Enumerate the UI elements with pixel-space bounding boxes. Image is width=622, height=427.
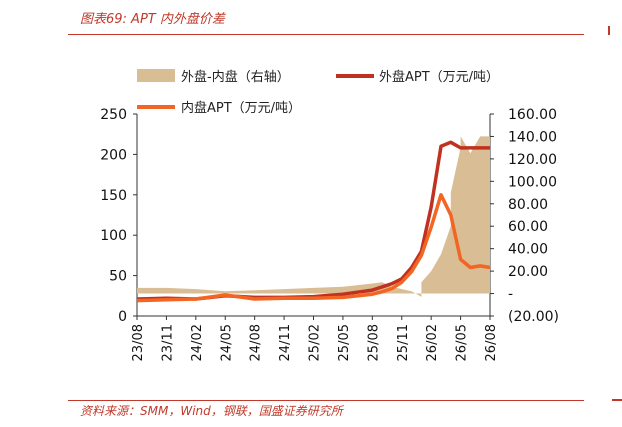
plot-area: 250 200 150 100 50 0 160.00 140.00 120.00 100.00 8… (100, 107, 559, 361)
y-right-tick-label: 60.00 (508, 219, 548, 235)
y-right-tick-label: - (508, 287, 513, 303)
y-left-tick-label: 100 (100, 228, 127, 244)
series-area-spread (137, 136, 490, 297)
y-left-tick-label: 250 (100, 107, 127, 123)
edge-mark-top (608, 26, 610, 35)
y-right-tick-label: 20.00 (508, 264, 548, 280)
x-tick-label: 24/05 (219, 324, 234, 361)
x-tick-label: 23/11 (160, 324, 175, 361)
edge-mark-bottom (612, 399, 622, 401)
top-rule (68, 34, 584, 35)
x-tick-label: 25/05 (337, 324, 352, 361)
legend-swatch-spread (137, 69, 175, 82)
y-left-tick-label: 200 (100, 147, 127, 163)
series-line-internal (136, 193, 491, 303)
legend-label-spread: 外盘-内盘（右轴） (181, 69, 290, 85)
x-tick-label: 26/05 (455, 324, 470, 361)
x-tick-label: 26/02 (425, 324, 440, 361)
x-tick-label: 23/08 (131, 324, 146, 361)
x-tick-label: 24/11 (278, 324, 293, 361)
x-tick-label: 26/08 (484, 324, 499, 361)
y-right-tick-label: 160.00 (508, 107, 557, 123)
legend: 外盘-内盘（右轴） 外盘APT（万元/吨） 内盘APT（万元/吨） (137, 69, 499, 116)
y-left-tick-label: 0 (118, 309, 127, 325)
legend-label-external: 外盘APT（万元/吨） (379, 69, 499, 85)
y-left-tick-label: 50 (109, 269, 127, 285)
y-left-tick-label: 150 (100, 188, 127, 204)
legend-label-internal: 内盘APT（万元/吨） (181, 100, 301, 116)
x-tick-label: 25/08 (366, 324, 381, 361)
figure-title: 图表69: APT 内外盘价差 (80, 12, 225, 27)
chart: 外盘-内盘（右轴） 外盘APT（万元/吨） 内盘APT（万元/吨） 250 200… (100, 69, 559, 361)
y-right-tick-label: 80.00 (508, 197, 548, 213)
source-note: 资料来源：SMM，Wind，钢联，国盛证券研究所 (80, 404, 343, 418)
bottom-rule (68, 400, 584, 401)
y-right-tick-label: 100.00 (508, 174, 557, 190)
x-tick-label: 24/02 (190, 324, 205, 361)
x-tick-label: 25/11 (396, 324, 411, 361)
y-right-tick-label: 140.00 (508, 129, 557, 145)
y-right-tick-label: (20.00) (508, 309, 559, 325)
x-tick-label: 25/02 (308, 324, 323, 361)
y-right-tick-label: 120.00 (508, 152, 557, 168)
y-right-tick-label: 40.00 (508, 242, 548, 258)
x-tick-label: 24/08 (249, 324, 264, 361)
